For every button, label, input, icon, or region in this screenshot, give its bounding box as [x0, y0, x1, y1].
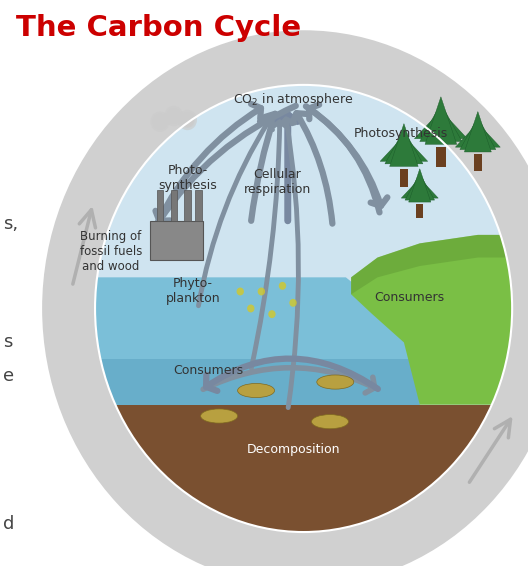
Text: The Carbon Cycle: The Carbon Cycle	[16, 14, 301, 42]
Text: s,: s,	[3, 215, 18, 233]
Ellipse shape	[312, 414, 348, 429]
Text: e: e	[3, 367, 14, 385]
Text: CO$_2$ in atmosphere: CO$_2$ in atmosphere	[233, 91, 353, 108]
Circle shape	[95, 85, 512, 532]
Ellipse shape	[201, 409, 238, 423]
Circle shape	[95, 85, 512, 532]
Polygon shape	[351, 235, 512, 294]
Polygon shape	[385, 130, 423, 164]
Circle shape	[237, 288, 244, 295]
Circle shape	[180, 112, 195, 128]
Polygon shape	[405, 174, 435, 200]
FancyBboxPatch shape	[150, 221, 203, 260]
Polygon shape	[390, 123, 418, 166]
Bar	[195, 190, 202, 221]
Text: Consumers: Consumers	[374, 291, 444, 303]
Bar	[417, 204, 423, 218]
Circle shape	[167, 109, 180, 123]
Polygon shape	[380, 136, 428, 161]
Bar	[157, 190, 163, 221]
Circle shape	[153, 114, 167, 130]
Circle shape	[164, 106, 183, 126]
Bar	[400, 169, 408, 187]
Bar	[474, 155, 482, 171]
Text: Photo-
synthesis: Photo- synthesis	[158, 164, 217, 192]
Circle shape	[268, 310, 276, 318]
Circle shape	[150, 112, 169, 132]
Circle shape	[181, 113, 194, 127]
Polygon shape	[414, 110, 467, 139]
Polygon shape	[420, 104, 462, 142]
Text: Consumers: Consumers	[174, 365, 243, 377]
Text: Decomposition: Decomposition	[246, 444, 340, 456]
Circle shape	[166, 108, 181, 124]
Polygon shape	[351, 235, 512, 405]
Polygon shape	[465, 112, 491, 152]
Text: Phyto-
plankton: Phyto- plankton	[165, 277, 220, 306]
Circle shape	[178, 110, 197, 130]
Text: Cellular
respiration: Cellular respiration	[243, 168, 311, 196]
Circle shape	[247, 305, 254, 312]
Polygon shape	[460, 117, 496, 149]
Text: Photosynthesis: Photosynthesis	[354, 127, 448, 139]
Circle shape	[258, 288, 265, 295]
Circle shape	[279, 282, 286, 290]
Circle shape	[289, 299, 297, 307]
Ellipse shape	[317, 375, 354, 389]
Polygon shape	[95, 359, 420, 532]
Polygon shape	[409, 169, 431, 202]
Polygon shape	[95, 405, 512, 560]
Polygon shape	[401, 178, 438, 198]
Text: s: s	[3, 333, 12, 351]
Ellipse shape	[238, 384, 275, 397]
Bar	[171, 190, 177, 221]
Bar	[184, 190, 191, 221]
Text: Burning of
fossil fuels
and wood: Burning of fossil fuels and wood	[80, 230, 142, 273]
Text: d: d	[3, 514, 14, 533]
Polygon shape	[95, 277, 420, 532]
Polygon shape	[425, 97, 457, 144]
Bar	[436, 147, 446, 167]
Polygon shape	[455, 123, 501, 147]
Circle shape	[154, 115, 166, 128]
